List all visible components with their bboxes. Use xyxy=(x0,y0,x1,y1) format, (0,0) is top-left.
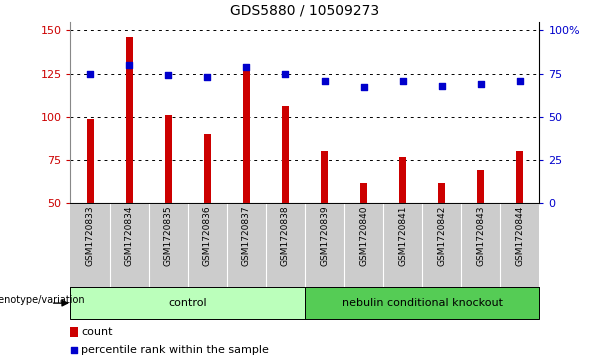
Point xyxy=(476,81,485,87)
Bar xyxy=(399,156,406,203)
Point xyxy=(515,78,525,83)
Text: nebulin conditional knockout: nebulin conditional knockout xyxy=(341,298,503,308)
Text: GSM1720840: GSM1720840 xyxy=(359,206,368,266)
Bar xyxy=(282,106,289,203)
Bar xyxy=(478,171,484,203)
Point xyxy=(398,78,408,83)
Point xyxy=(242,64,251,70)
Bar xyxy=(165,115,172,203)
Point xyxy=(124,62,134,68)
Bar xyxy=(438,183,445,203)
Bar xyxy=(243,70,250,203)
Text: GSM1720843: GSM1720843 xyxy=(476,206,485,266)
Text: count: count xyxy=(81,327,113,337)
Point xyxy=(281,71,291,77)
Text: GSM1720839: GSM1720839 xyxy=(320,206,329,266)
Point xyxy=(319,78,329,83)
Text: percentile rank within the sample: percentile rank within the sample xyxy=(81,345,269,355)
Text: GSM1720838: GSM1720838 xyxy=(281,206,290,266)
Point xyxy=(359,85,368,90)
Text: GSM1720835: GSM1720835 xyxy=(164,206,173,266)
Text: GSM1720842: GSM1720842 xyxy=(437,206,446,266)
Point xyxy=(163,73,173,78)
Text: GSM1720841: GSM1720841 xyxy=(398,206,407,266)
Point xyxy=(85,71,95,77)
Text: GSM1720833: GSM1720833 xyxy=(86,206,94,266)
Bar xyxy=(86,119,94,203)
Bar xyxy=(305,287,539,319)
Bar xyxy=(70,327,78,337)
Text: genotype/variation: genotype/variation xyxy=(0,295,85,305)
Bar xyxy=(321,151,328,203)
Text: GSM1720834: GSM1720834 xyxy=(124,206,134,266)
Text: GSM1720844: GSM1720844 xyxy=(516,206,524,266)
Point xyxy=(202,74,212,80)
Bar xyxy=(516,151,524,203)
Text: GSM1720837: GSM1720837 xyxy=(242,206,251,266)
Point xyxy=(69,347,79,353)
Bar xyxy=(204,134,211,203)
Bar xyxy=(126,37,132,203)
Text: GSM1720836: GSM1720836 xyxy=(203,206,211,266)
Title: GDS5880 / 10509273: GDS5880 / 10509273 xyxy=(230,4,379,18)
Bar xyxy=(70,287,305,319)
Text: control: control xyxy=(169,298,207,308)
Point xyxy=(437,83,447,89)
Bar xyxy=(360,183,367,203)
